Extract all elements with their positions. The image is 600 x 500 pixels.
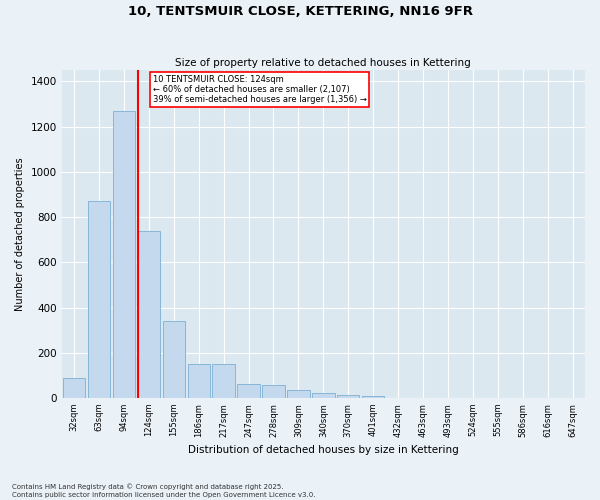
Text: 10 TENTSMUIR CLOSE: 124sqm
← 60% of detached houses are smaller (2,107)
39% of s: 10 TENTSMUIR CLOSE: 124sqm ← 60% of deta…: [152, 74, 367, 104]
Bar: [212, 364, 235, 398]
Bar: [88, 202, 110, 398]
Bar: [163, 321, 185, 398]
Bar: [188, 364, 210, 398]
Text: 10, TENTSMUIR CLOSE, KETTERING, NN16 9FR: 10, TENTSMUIR CLOSE, KETTERING, NN16 9FR: [128, 5, 473, 18]
Bar: [137, 230, 160, 398]
Bar: [312, 394, 335, 398]
Bar: [362, 396, 385, 398]
Title: Size of property relative to detached houses in Kettering: Size of property relative to detached ho…: [175, 58, 471, 68]
Bar: [262, 386, 285, 398]
Bar: [63, 378, 85, 398]
X-axis label: Distribution of detached houses by size in Kettering: Distribution of detached houses by size …: [188, 445, 459, 455]
Y-axis label: Number of detached properties: Number of detached properties: [15, 157, 25, 311]
Bar: [113, 111, 135, 398]
Bar: [337, 395, 359, 398]
Bar: [238, 384, 260, 398]
Bar: [287, 390, 310, 398]
Text: Contains HM Land Registry data © Crown copyright and database right 2025.
Contai: Contains HM Land Registry data © Crown c…: [12, 484, 316, 498]
